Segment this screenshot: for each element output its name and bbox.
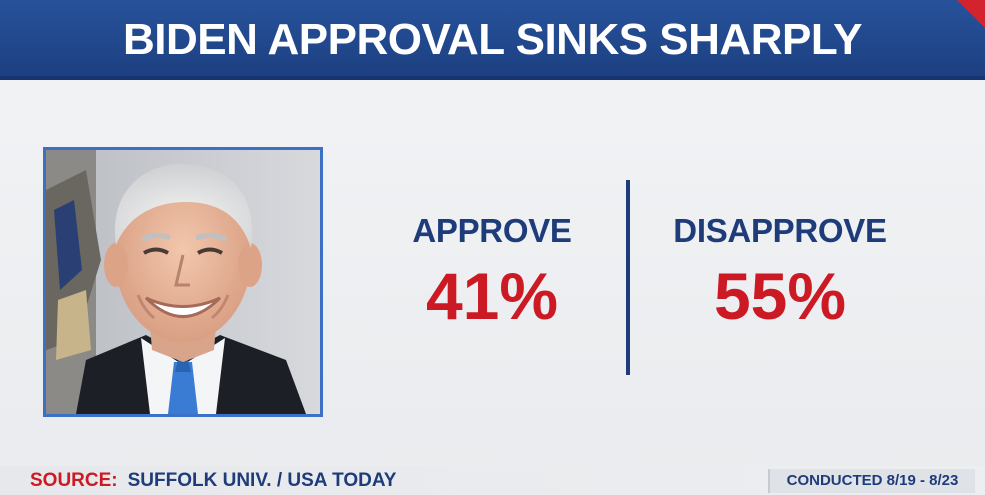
source-line: SOURCE: SUFFOLK UNIV. / USA TODAY — [30, 469, 396, 493]
conducted-box: CONDUCTED 8/19 - 8/23 — [768, 469, 975, 493]
approve-value: 41% — [425, 259, 559, 333]
divider — [626, 180, 630, 375]
portrait-photo — [46, 150, 320, 414]
title-bar: BIDEN APPROVAL SINKS SHARPLY — [0, 0, 985, 80]
source-label: SOURCE: — [30, 470, 118, 491]
headline: BIDEN APPROVAL SINKS SHARPLY — [122, 15, 863, 64]
conducted-dates: CONDUCTED 8/19 - 8/23 — [786, 472, 959, 489]
corner-accent — [957, 0, 985, 28]
approve-label: APPROVE — [412, 212, 572, 249]
disapprove-label: DISAPPROVE — [673, 212, 887, 249]
title-underline — [0, 76, 985, 80]
source-text: SUFFOLK UNIV. / USA TODAY — [127, 470, 397, 491]
portrait-frame — [43, 147, 323, 417]
disapprove-value: 55% — [713, 259, 847, 333]
